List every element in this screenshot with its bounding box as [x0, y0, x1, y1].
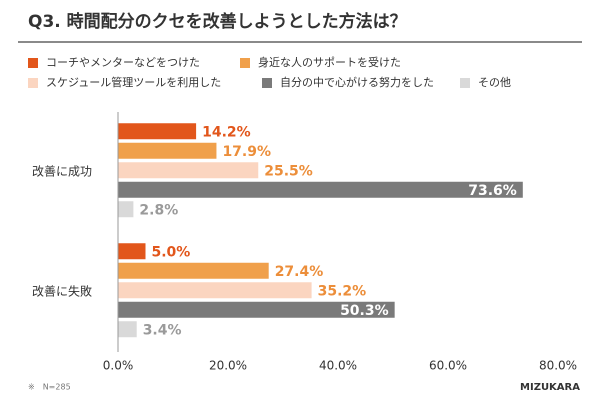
value-label: 3.4%: [143, 322, 182, 338]
category-label: 改善に成功: [32, 164, 92, 179]
value-label: 50.3%: [340, 303, 389, 319]
bar: [118, 301, 395, 318]
x-tick-label: 40.0%: [319, 359, 357, 373]
x-tick-label: 80.0%: [539, 359, 577, 373]
bar: [118, 243, 146, 260]
value-label: 17.9%: [222, 144, 271, 160]
category-label: 改善に失敗: [32, 284, 92, 299]
bar: [118, 123, 197, 140]
legend-swatch: [262, 78, 272, 88]
legend-label: その他: [478, 76, 511, 89]
value-label: 2.8%: [139, 202, 178, 218]
legend-swatch: [28, 78, 38, 88]
bar: [118, 321, 137, 338]
bar: [118, 201, 134, 218]
legend-swatch: [28, 58, 38, 68]
chart-title: Q3. 時間配分のクセを改善しようとした方法は？: [28, 11, 407, 32]
bar: [118, 262, 269, 279]
value-label: 5.0%: [152, 244, 191, 260]
legend-label: スケジュール管理ツールを利用した: [46, 75, 221, 89]
footer-note: ※ N=285: [28, 383, 71, 392]
x-tick-label: 20.0%: [209, 359, 247, 373]
legend-label: コーチやメンターなどをつけた: [46, 56, 200, 69]
value-label: 25.5%: [264, 163, 313, 179]
bar: [118, 142, 217, 159]
x-tick-label: 60.0%: [429, 359, 467, 373]
bar: [118, 181, 523, 198]
legend-swatch: [240, 58, 250, 68]
value-label: 27.4%: [275, 264, 324, 280]
legend-label: 身近な人のサポートを受けた: [258, 55, 401, 69]
value-label: 73.6%: [468, 183, 517, 199]
bar: [118, 162, 259, 179]
value-label: 14.2%: [202, 124, 251, 140]
bar: [118, 282, 312, 299]
x-tick-label: 0.0%: [103, 359, 134, 373]
legend-swatch: [460, 78, 470, 88]
legend-label: 自分の中で心がける努力をした: [280, 75, 434, 89]
value-label: 35.2%: [318, 283, 367, 299]
logo: MIZUKARA: [520, 382, 580, 393]
